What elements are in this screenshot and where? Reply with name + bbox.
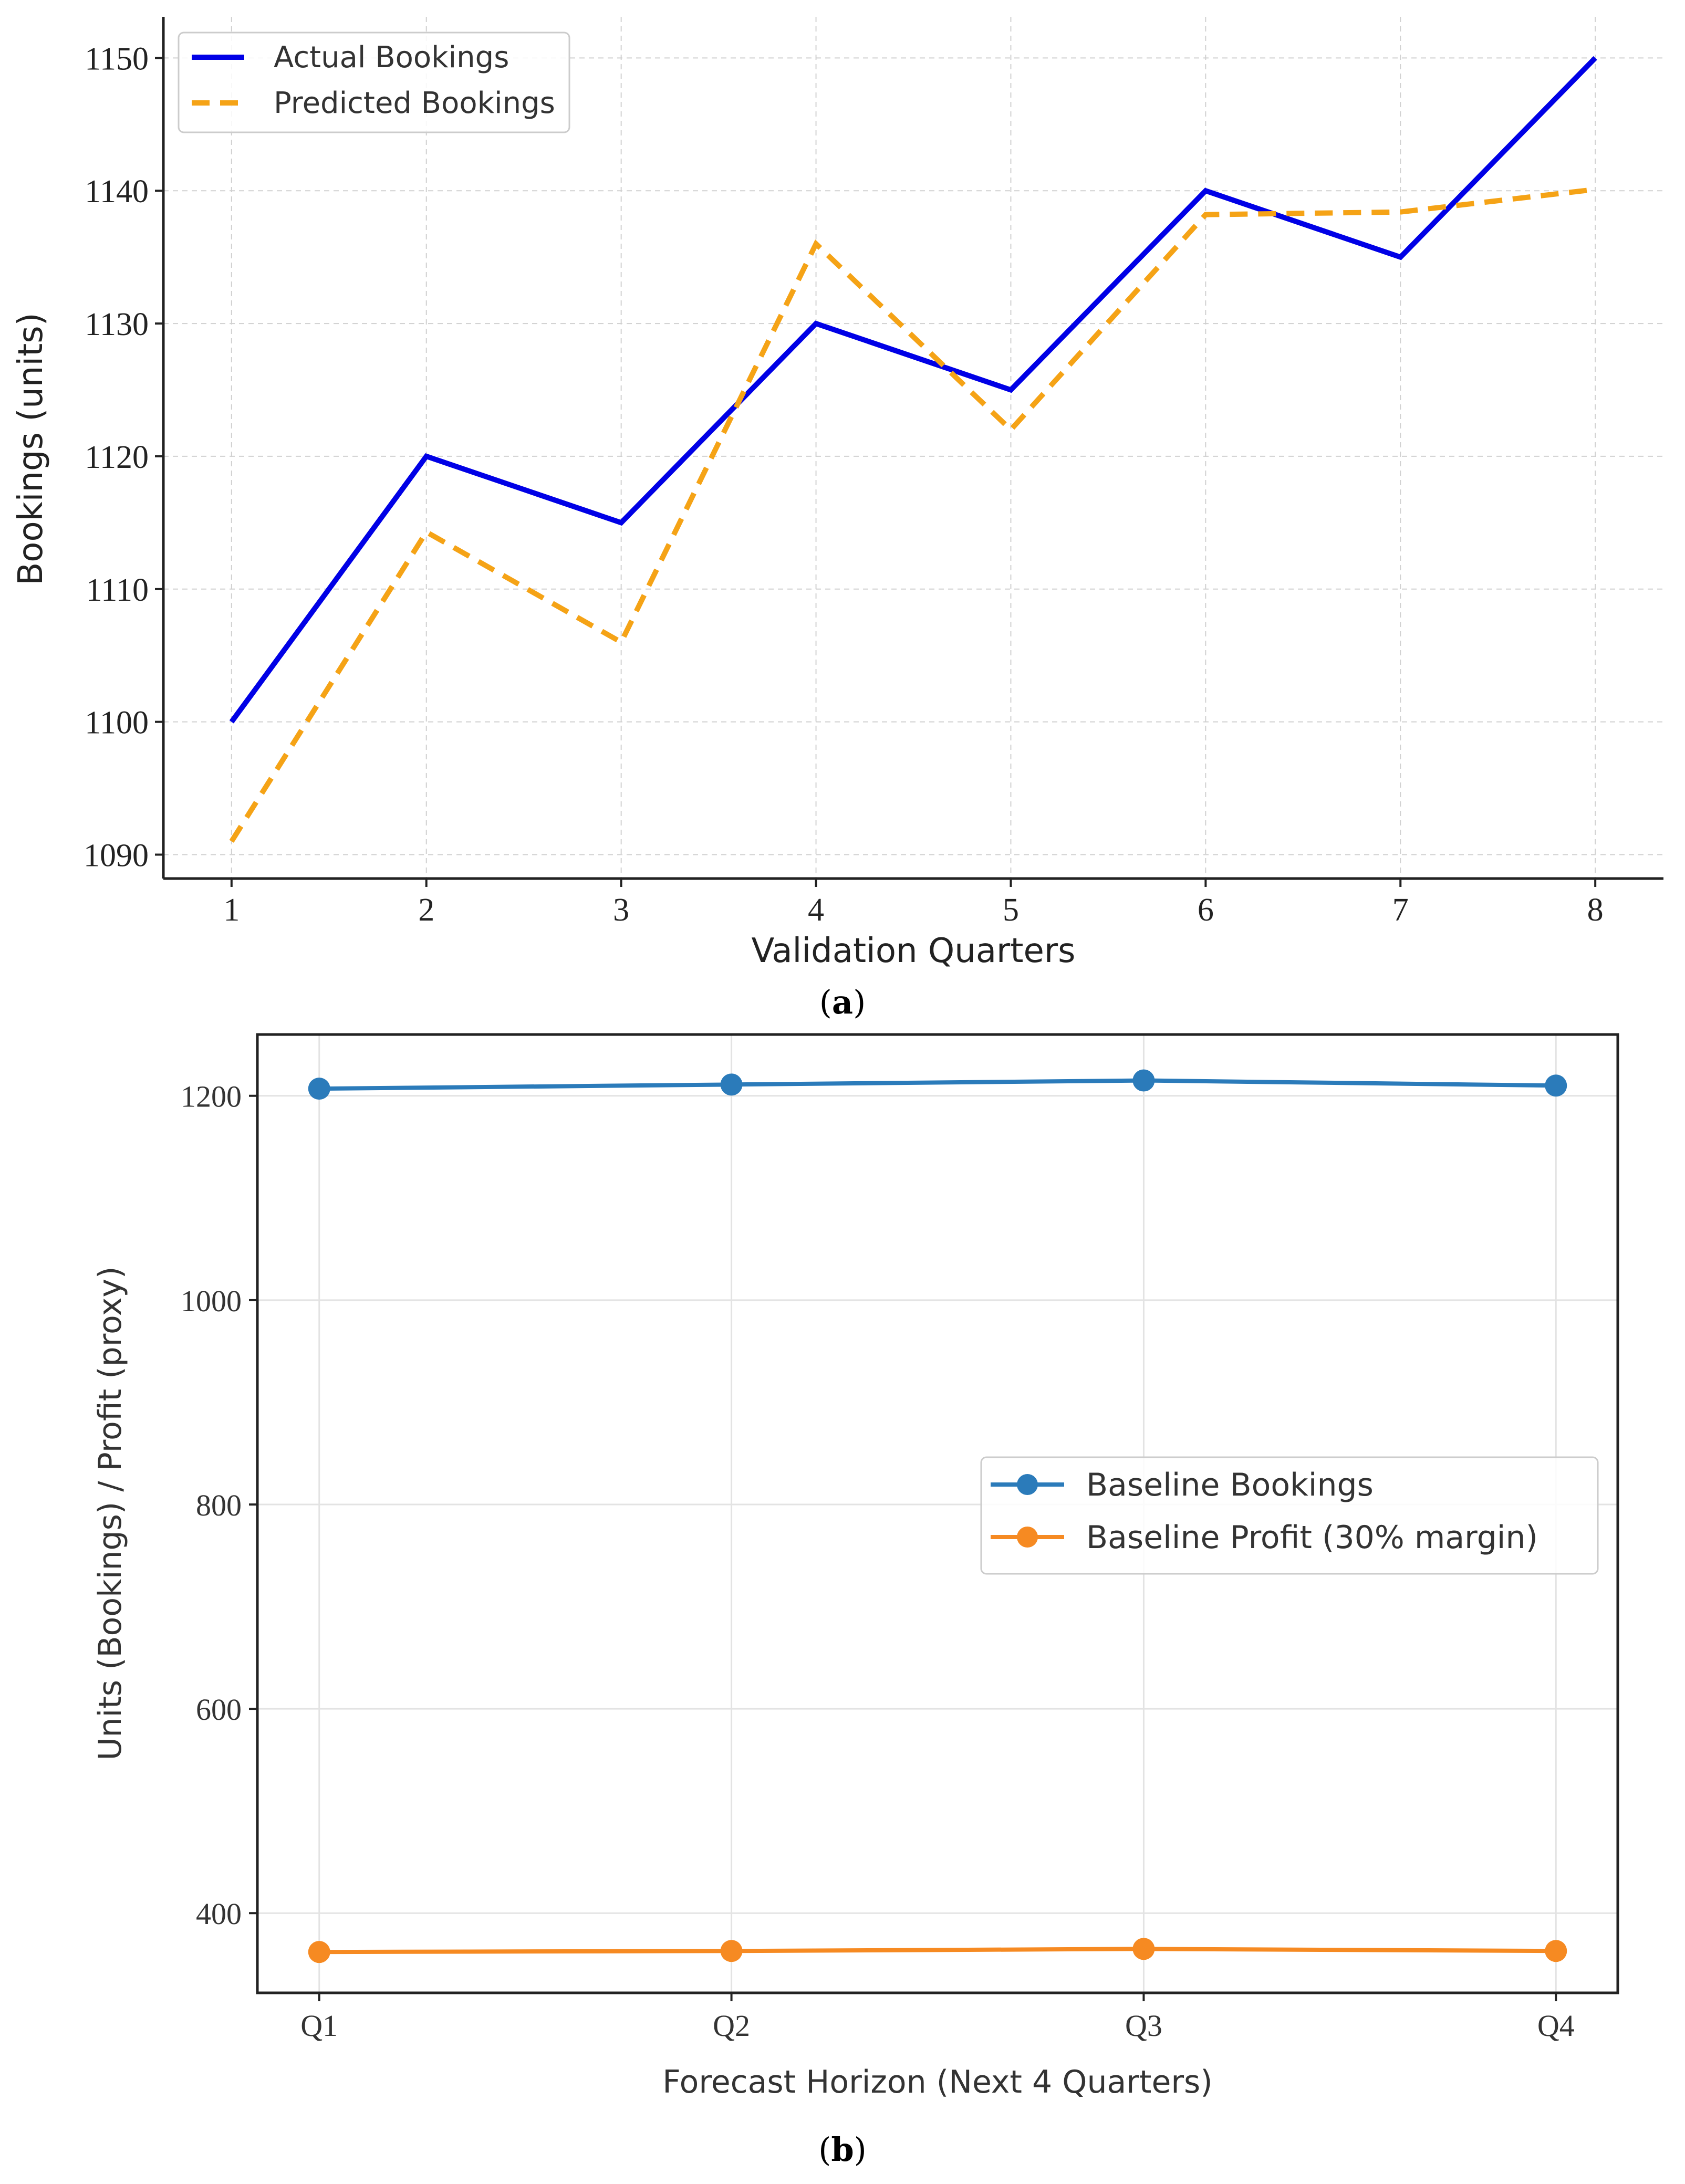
chart-a-series-line-predicted [229, 186, 1596, 843]
chart-a-series-line-actual [229, 56, 1597, 724]
chart-a-y-tick-label: 1100 [85, 705, 149, 741]
chart-b-legend-marker-profit [1017, 1527, 1038, 1548]
chart-b-legend-marker-bookings [1017, 1474, 1038, 1495]
panel-label-b: (b) [818, 2130, 867, 2169]
chart-b-y-tick-label: 1000 [181, 1284, 242, 1318]
chart-b-point-bookings [1132, 1069, 1155, 1092]
chart-b-point-bookings [720, 1073, 743, 1096]
chart-a-y-tick-label: 1120 [85, 440, 149, 475]
chart-a-y-tick-label: 1130 [85, 307, 149, 342]
chart-b-y-axis-label: Units (Bookings) / Profit (proxy) [92, 1267, 129, 1761]
chart-b-point-profit [720, 1940, 743, 1962]
chart-a-x-tick-label: 8 [1587, 892, 1604, 928]
chart-a-y-tick-label: 1110 [86, 572, 149, 608]
chart-a-legend-label-actual: Actual Bookings [274, 40, 509, 75]
chart-b-y-tick-label: 1200 [181, 1080, 242, 1114]
chart-b-y-tick-label: 800 [196, 1488, 242, 1522]
chart-a-x-tick-label: 5 [1003, 892, 1019, 928]
panel-label-a: (a) [819, 983, 866, 1021]
chart-b-point-bookings [308, 1078, 330, 1100]
chart-b-legend-box [980, 1456, 1599, 1575]
chart-a-y-axis-label: Bookings (units) [12, 312, 50, 585]
chart-b-x-tick-label: Q1 [300, 2009, 338, 2043]
chart-b-point-bookings [1545, 1074, 1567, 1097]
chart-b-x-tick-label: Q2 [713, 2009, 750, 2043]
chart-b-legend-label-profit: Baseline Profit (30% margin) [1086, 1519, 1538, 1556]
chart-b-y-tick-label: 400 [196, 1897, 242, 1931]
chart-a-x-tick-label: 7 [1392, 892, 1409, 928]
chart-b: 400 600 800 1000 1200 Q1 Q2 Q3 Q4 Forecast Hori… [92, 1033, 1619, 2169]
chart-b-series-line-bookings [319, 1078, 1556, 1091]
chart-b-x-axis-label: Forecast Horizon (Next 4 Quarters) [662, 2064, 1212, 2101]
chart-a-x-tick-label: 3 [613, 892, 629, 928]
chart-b-grid [257, 1034, 1618, 1993]
chart-b-point-profit [308, 1941, 330, 1963]
chart-b-y-tick-label: 600 [196, 1692, 242, 1727]
chart-a-legend-label-predicted: Predicted Bookings [274, 86, 555, 120]
chart-b-x-tick-label: Q3 [1125, 2009, 1162, 2043]
chart-a-y-tick-label: 1090 [84, 838, 149, 873]
chart-b-legend: Baseline Bookings Baseline Profit (30% m… [980, 1456, 1599, 1575]
chart-b-legend-label-bookings: Baseline Bookings [1086, 1467, 1374, 1503]
chart-a: 1090 1100 1110 1120 1130 1140 1150 1 2 3 4 5 6 7 8 Va… [12, 17, 1663, 1021]
chart-a-x-axis-label: Validation Quarters [752, 932, 1076, 970]
chart-a-legend-box [178, 32, 570, 133]
chart-a-x-tick-label: 2 [418, 892, 434, 928]
chart-a-x-tick-label: 4 [808, 892, 824, 928]
chart-a-legend: Actual Bookings Predicted Bookings [178, 32, 570, 133]
chart-b-plot-frame [256, 1033, 1619, 1994]
chart-b-point-profit [1545, 1940, 1567, 1962]
chart-b-y-ticks: 400 600 800 1000 1200 [181, 1080, 257, 1931]
chart-b-x-tick-label: Q4 [1537, 2009, 1575, 2043]
chart-b-series-line-profit [319, 1947, 1556, 1955]
chart-a-x-ticks: 1 2 3 4 5 6 7 8 [223, 879, 1604, 928]
chart-b-point-profit [1132, 1938, 1155, 1960]
chart-a-y-tick-label: 1150 [85, 41, 149, 77]
chart-b-series [308, 1069, 1567, 1963]
chart-a-series [229, 56, 1597, 843]
chart-b-x-ticks: Q1 Q2 Q3 Q4 [300, 1993, 1575, 2043]
chart-a-x-tick-label: 6 [1198, 892, 1214, 928]
chart-a-x-tick-label: 1 [223, 892, 240, 928]
chart-a-y-tick-label: 1140 [85, 174, 149, 210]
chart-a-y-ticks: 1090 1100 1110 1120 1130 1140 1150 [84, 41, 163, 873]
